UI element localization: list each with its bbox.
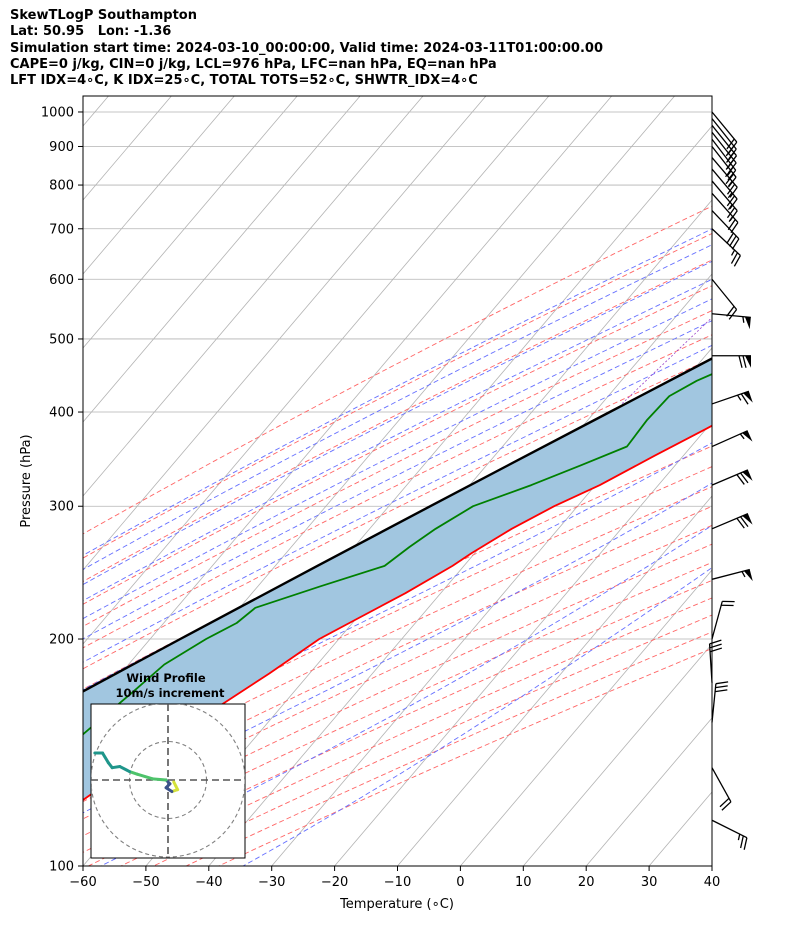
- y-tick-label: 400: [49, 406, 74, 421]
- wind-barb: [711, 313, 751, 330]
- moist-adiabat: [242, 567, 712, 866]
- wind-barb: [711, 681, 729, 723]
- inset-subtitle: 10m/s increment: [116, 686, 225, 700]
- isotherm-line: [585, 717, 712, 866]
- y-tick-label: 1000: [41, 105, 74, 120]
- y-tick-label: 700: [49, 222, 74, 237]
- title-line-1: SkewTLogP Southampton: [10, 8, 197, 23]
- dry-adiabat: [83, 561, 712, 853]
- inset-title: Wind Profile: [126, 671, 206, 685]
- isotherm-line: [83, 96, 487, 571]
- wind-barb: [711, 210, 740, 250]
- chart-title: SkewTLogP Southampton Lat: 50.95 Lon: -1.…: [10, 8, 603, 89]
- wind-barb: [711, 430, 753, 448]
- x-tick-label: −60: [69, 875, 96, 890]
- y-tick-label: 900: [49, 140, 74, 155]
- x-tick-label: −20: [321, 875, 348, 890]
- y-tick-label: 500: [49, 332, 74, 347]
- y-tick-label: 600: [49, 273, 74, 288]
- cape-fill-area: [83, 358, 712, 800]
- hodograph-segment: [151, 777, 168, 782]
- y-tick-label: 100: [49, 860, 74, 875]
- moist-adiabat: [83, 228, 712, 556]
- mixing-ratio-lines: [621, 96, 794, 405]
- isotherm-line: [145, 199, 712, 866]
- isotherm-line: [83, 96, 235, 275]
- isotherm-line: [83, 96, 298, 349]
- isotherm-line: [522, 643, 712, 866]
- isotherm-line: [397, 495, 712, 866]
- wind-barb: [711, 228, 741, 267]
- cape-cin-shading: [83, 358, 712, 800]
- isotherm-line: [711, 865, 712, 866]
- x-axis-label: Temperature (∘C): [339, 897, 454, 912]
- isotherm-line: [83, 96, 361, 423]
- x-tick-label: 40: [704, 875, 721, 890]
- x-tick-label: −40: [195, 875, 222, 890]
- isotherm-line: [83, 96, 550, 645]
- wind-barb: [711, 278, 738, 320]
- wind-barb: [711, 168, 738, 210]
- isobar-gridlines: [83, 111, 712, 866]
- moist-adiabat: [83, 320, 712, 640]
- wind-barb: [711, 469, 753, 486]
- title-line-4: CAPE=0 j/kg, CIN=0 j/kg, LCL=976 hPa, LF…: [10, 56, 497, 72]
- wind-barb: [708, 639, 723, 683]
- x-tick-label: −30: [258, 875, 285, 890]
- dry-adiabat: [218, 648, 712, 866]
- mixing-ratio-line: [621, 316, 712, 405]
- mixing-ratio-line: [783, 96, 794, 404]
- wind-barb: [711, 819, 748, 850]
- x-tick-label: −10: [384, 875, 411, 890]
- hodograph-segment: [101, 751, 110, 765]
- title-line-3: Simulation start time: 2024-03-10_00:00:…: [10, 40, 603, 56]
- wind-barb: [711, 568, 753, 582]
- x-tick-label: 0: [456, 875, 464, 890]
- dry-adiabat: [83, 205, 712, 535]
- dry-adiabat: [120, 597, 712, 866]
- title-line-2: Lat: 50.95 Lon: -1.36: [10, 24, 172, 40]
- y-tick-label: 800: [49, 179, 74, 194]
- isotherm-line: [83, 96, 613, 719]
- wind-barbs: [708, 111, 753, 850]
- title-line-5: LFT IDX=4∘C, K IDX=25∘C, TOTAL TOTS=52∘C…: [10, 73, 478, 89]
- hodograph-segment: [118, 765, 131, 774]
- x-axis-ticks: −60 −50 −40 −30 −20 −10 0 10 20 30 40: [69, 866, 720, 890]
- x-tick-label: 20: [578, 875, 595, 890]
- wind-barb: [711, 390, 753, 405]
- x-tick-label: −50: [132, 875, 159, 890]
- moist-adiabat: [83, 442, 712, 764]
- hodograph-segment: [135, 772, 155, 781]
- dry-adiabat: [88, 579, 712, 866]
- x-tick-label: 10: [515, 875, 532, 890]
- wind-barb: [711, 192, 739, 234]
- hodograph-ring: [91, 704, 245, 858]
- y-tick-label: 200: [49, 633, 74, 648]
- isotherm-line: [460, 569, 712, 866]
- y-axis-ticks: 100 200 300 400 500 600 700 800 900 1000: [41, 105, 83, 875]
- isotherm-line: [83, 96, 424, 497]
- moist-adiabat: [83, 344, 712, 663]
- parcel-profile-line: [83, 357, 712, 693]
- wind-barb: [711, 767, 732, 811]
- dewpoint-profile-line: [83, 373, 712, 736]
- isotherm-line: [334, 421, 712, 866]
- y-tick-label: 300: [49, 500, 74, 515]
- wind-barb: [712, 355, 751, 368]
- wind-barb: [711, 600, 735, 640]
- x-tick-label: 30: [641, 875, 658, 890]
- wind-barb: [711, 118, 737, 160]
- wind-profile-inset: Wind Profile 10m/s increment: [90, 671, 246, 859]
- wind-barb: [711, 157, 738, 198]
- y-axis-label: Pressure (hPa): [19, 434, 34, 527]
- wind-barb: [711, 513, 753, 530]
- moist-adiabat: [83, 244, 712, 571]
